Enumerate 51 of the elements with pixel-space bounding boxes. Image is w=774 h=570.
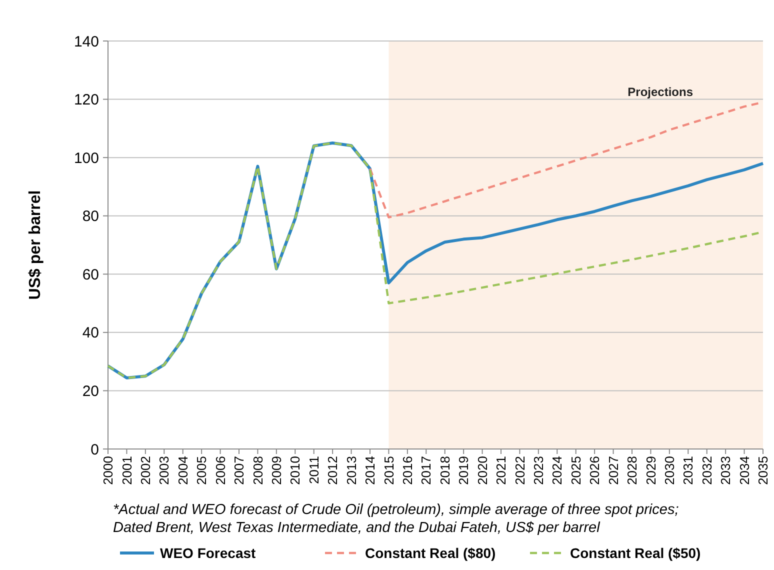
x-tick-label: 2031 xyxy=(680,456,696,485)
y-tick-label: 140 xyxy=(74,33,99,50)
x-tick-label: 2014 xyxy=(362,456,378,485)
legend-label: Constant Real ($50) xyxy=(570,544,701,561)
x-tick-label: 2001 xyxy=(119,456,134,485)
x-tick-label: 2008 xyxy=(250,456,266,485)
text: *Actual and WEO forecast of Crude Oil (petroleum), simple average of three spot prices; xyxy=(113,502,679,518)
text: Dated Brent, West Texas Intermediate, and the Dubai Fateh, US$ per barrel xyxy=(113,520,601,536)
x-tick-label: 2007 xyxy=(232,456,247,485)
x-tick-label: 2025 xyxy=(568,456,584,485)
x-tick-label: 2003 xyxy=(156,456,172,485)
x-tick-label: 2010 xyxy=(288,456,303,485)
band-label: Projections xyxy=(628,85,694,99)
x-tick-label: 2018 xyxy=(437,456,452,485)
x-tick-label: 2035 xyxy=(756,456,771,485)
y-tick-label: 80 xyxy=(82,208,99,226)
x-tick-label: 2023 xyxy=(530,456,546,485)
legend-label: Constant Real ($80) xyxy=(365,544,496,561)
x-tick-label: 2011 xyxy=(306,456,322,484)
y-tick-label: 120 xyxy=(74,92,99,109)
x-tick-label: 2029 xyxy=(643,456,658,485)
x-tick-label: 2022 xyxy=(512,456,528,485)
x-tick-label: 2024 xyxy=(550,456,565,485)
y-tick-label: 40 xyxy=(82,324,99,342)
y-tick-label: 0 xyxy=(90,441,99,458)
x-tick-label: 2033 xyxy=(718,456,734,485)
y-tick-label: 100 xyxy=(74,150,99,167)
y-tick-label: 60 xyxy=(82,266,99,284)
x-tick-label: 2016 xyxy=(400,456,415,485)
x-tick-label: 2021 xyxy=(494,456,509,485)
x-tick-label: 2030 xyxy=(662,456,677,485)
x-tick-label: 2004 xyxy=(175,456,190,485)
x-tick-label: 2000 xyxy=(100,456,116,485)
x-tick-label: 2002 xyxy=(138,456,153,485)
x-tick-label: 2026 xyxy=(587,456,602,485)
legend-label: WEO Forecast xyxy=(160,544,256,561)
x-tick-label: 2015 xyxy=(381,456,396,485)
x-tick-label: 2019 xyxy=(456,456,472,485)
x-tick-label: 2034 xyxy=(736,456,752,485)
x-tick-label: 2027 xyxy=(606,456,621,485)
x-tick-label: 2013 xyxy=(344,456,359,485)
x-tick-label: 2017 xyxy=(418,456,434,485)
x-tick-label: 2020 xyxy=(474,456,490,485)
x-tick-label: 2012 xyxy=(325,456,340,485)
x-tick-label: 2009 xyxy=(268,456,284,485)
x-tick-label: 2006 xyxy=(212,456,228,485)
x-tick-label: 2028 xyxy=(624,456,640,485)
x-tick-label: 2032 xyxy=(699,456,714,485)
y-axis-title: US$ per barrel xyxy=(27,190,44,300)
y-tick-label: 20 xyxy=(82,382,99,400)
x-tick-label: 2005 xyxy=(194,456,210,485)
